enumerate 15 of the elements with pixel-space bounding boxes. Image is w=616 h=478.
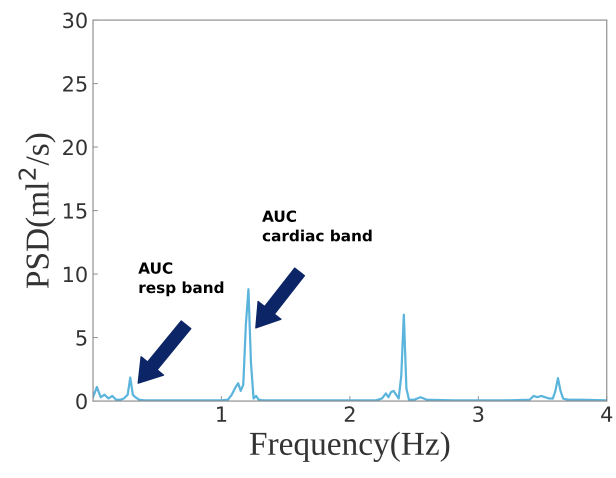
y-tick-label: 25 (63, 76, 86, 92)
x-tick-label: 1 (217, 406, 226, 422)
y-tick-label: 20 (63, 140, 87, 156)
y-tick-label: 30 (63, 12, 87, 28)
x-tick-label: 4 (601, 406, 612, 422)
y-tick-label: 5 (76, 330, 86, 346)
y-tick-label: 10 (64, 266, 87, 282)
y-axis-title: PSD(ml$^{2}$/s) (18, 134, 56, 288)
x-axis-title: Frequency(Hz) (250, 432, 450, 462)
x-tick-label: 2 (344, 406, 354, 422)
y-tick-label: 15 (64, 203, 86, 219)
y-tick-label: 0 (76, 393, 87, 410)
x-tick-label: 3 (473, 406, 484, 422)
annotation: AUC cardiac band (262, 210, 372, 242)
annotation: AUC resp band (138, 262, 224, 296)
